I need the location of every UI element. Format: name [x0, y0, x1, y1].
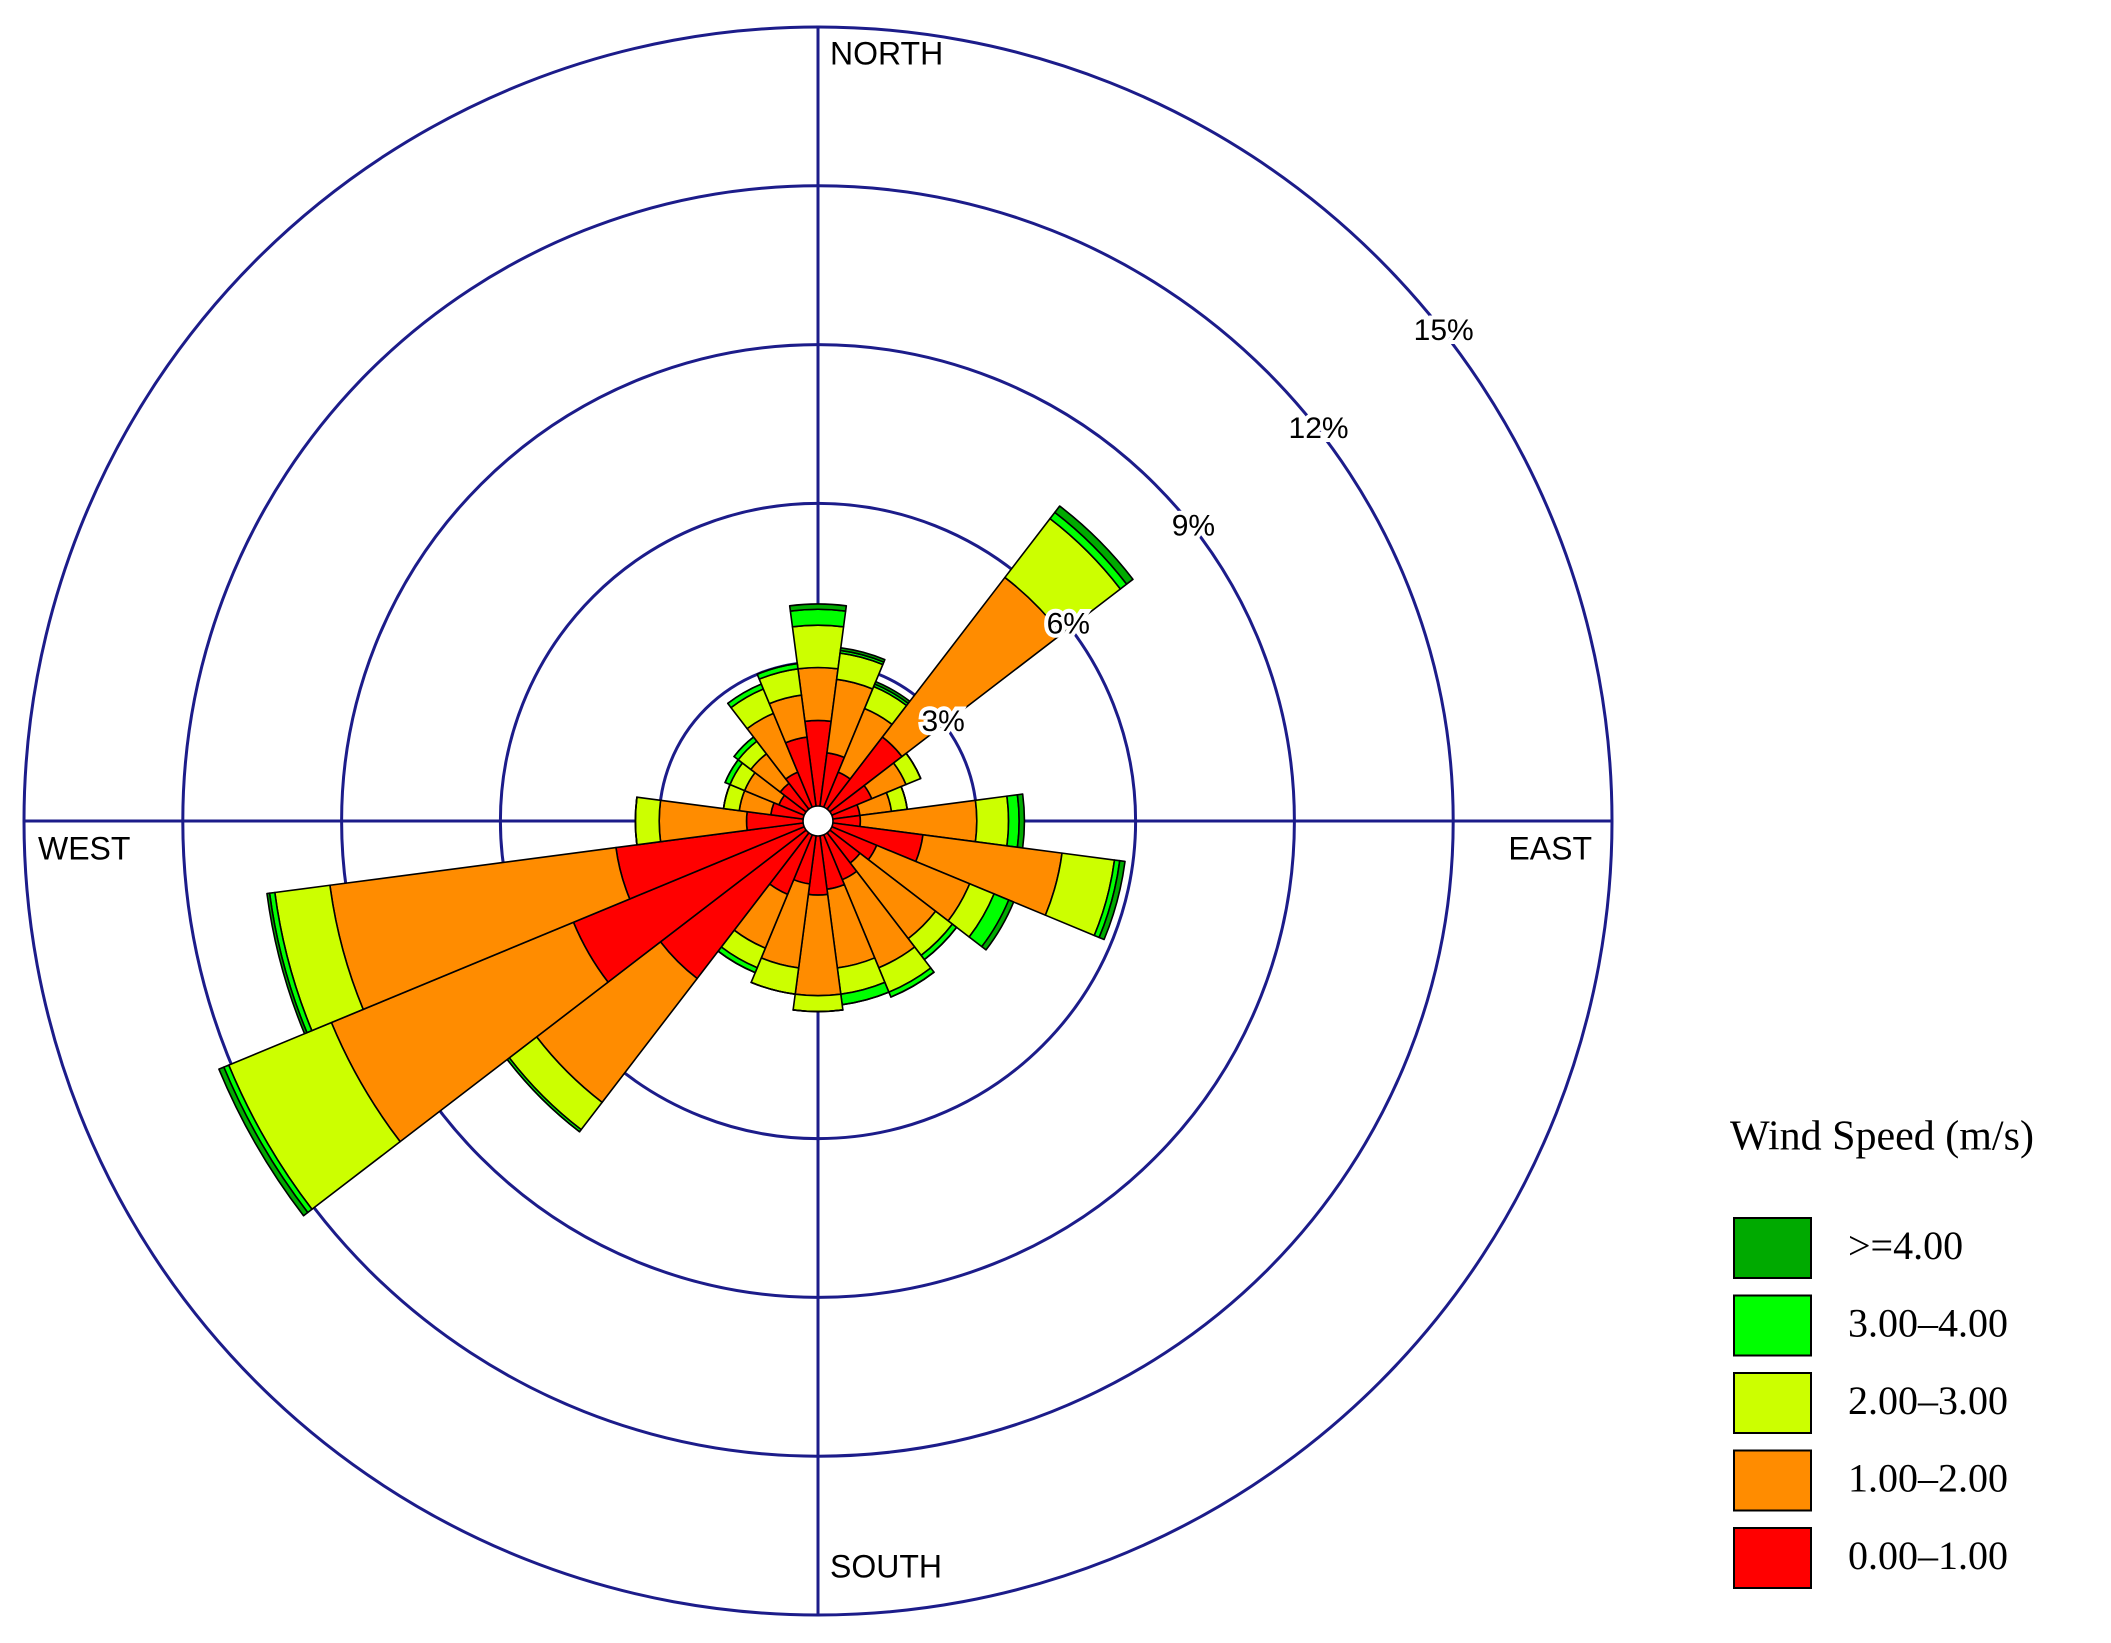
legend-swatch [1733, 1217, 1812, 1279]
petal-segment [266, 892, 308, 1035]
polar-grid [22, 25, 1614, 1617]
petal-segment [634, 796, 638, 846]
petal-segment [756, 662, 799, 676]
r-tick-label: 3% [921, 705, 964, 738]
r-tick-label: 12% [1289, 412, 1349, 445]
petal-segment [839, 647, 886, 663]
petal-segment [634, 796, 662, 846]
center-hole [802, 805, 834, 837]
legend-label: 0.00–1.00 [1848, 1533, 2008, 1578]
legend-swatch [1733, 1527, 1812, 1589]
petal-segment [218, 1066, 309, 1217]
compass-label: SOUTH [830, 1548, 942, 1584]
legend-title: Wind Speed (m/s) [1730, 1114, 2034, 1160]
legend-label: 1.00–2.00 [1848, 1456, 2008, 1501]
legend-label: 3.00–4.00 [1848, 1301, 2008, 1346]
r-tick-label: 6% [1047, 607, 1090, 640]
petal-segment [750, 981, 796, 995]
petal-segment [974, 795, 1010, 847]
compass-label: EAST [1508, 830, 1592, 866]
legend-swatch [1733, 1372, 1812, 1434]
petal-segment [792, 993, 844, 1013]
legend-swatch [1733, 1294, 1812, 1357]
legend: Wind Speed (m/s) 0.00–1.00 1.00–2.00 2.00–… [1730, 1114, 2034, 1589]
petals [218, 505, 1134, 1217]
labels: 3% 6% 9% 12% 15% NORTH EAST SOUTH WEST [38, 35, 1592, 1584]
petal-segment [1054, 505, 1134, 585]
compass-label: WEST [38, 830, 130, 866]
r-tick-label: 15% [1414, 314, 1474, 347]
petal-segment [1006, 793, 1020, 849]
petal-segment [789, 608, 847, 628]
legend-label: >=4.00 [1848, 1223, 1963, 1268]
legend-label: 2.00–3.00 [1848, 1378, 2008, 1423]
petal-segment [980, 899, 1015, 951]
legend-swatch [1733, 1449, 1812, 1512]
petal-segment [1098, 859, 1126, 941]
petal-segment [905, 752, 922, 780]
compass-label: NORTH [830, 35, 943, 71]
petal-segment [1016, 793, 1026, 849]
petal-segment [788, 603, 848, 612]
petal-segment [791, 624, 845, 670]
r-tick-label: 9% [1172, 510, 1215, 543]
petal-segment [792, 1009, 844, 1013]
petal-segment [890, 971, 935, 998]
